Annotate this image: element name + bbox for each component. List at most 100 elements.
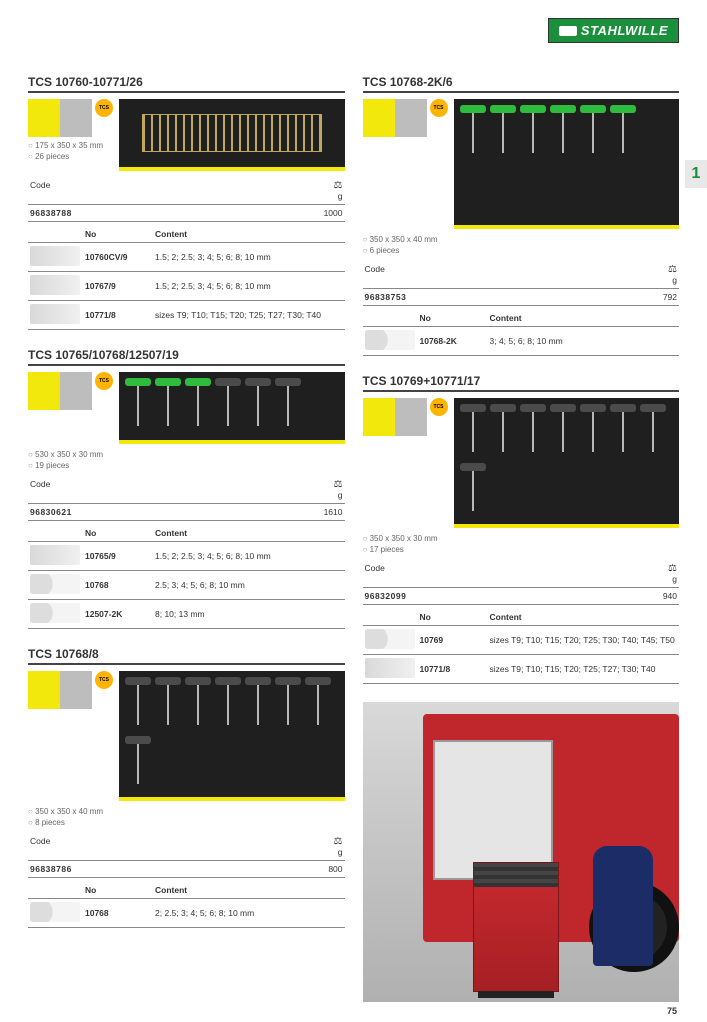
dimensions: 530 x 350 x 30 mm [28, 450, 345, 459]
item-no: 10765/9 [83, 542, 153, 571]
tool-thumb-icon [365, 629, 415, 649]
table-row: 10768-2K 3; 4; 5; 6; 8; 10 mm [363, 327, 680, 356]
item-content: sizes T9; T10; T15; T20; T25; T27; T30; … [153, 301, 345, 330]
product-block: TCS 10760-10771/26 TCS 175 x 350 x 35 mm… [28, 75, 345, 330]
code-value: 96832099 [363, 588, 590, 605]
swatch-yellow [28, 671, 60, 709]
item-no: 10769 [418, 626, 488, 655]
item-content: 2.5; 3; 4; 5; 6; 8; 10 mm [153, 571, 345, 600]
item-no: 10771/8 [418, 655, 488, 684]
tool-thumb-icon [30, 246, 80, 266]
tool-thumb-icon [30, 304, 80, 324]
code-value: 96830621 [28, 504, 239, 521]
th-content: Content [153, 226, 345, 243]
tool-thumb-icon [365, 658, 415, 678]
code-table: Code ⚖g 96838786 800 [28, 833, 345, 878]
item-content: 3; 4; 5; 6; 8; 10 mm [488, 327, 680, 356]
swatch-yellow [363, 398, 395, 436]
th-weight: g [672, 275, 677, 285]
product-title: TCS 10768-2K/6 [363, 75, 680, 93]
weight-value: 940 [589, 588, 679, 605]
content-table: No Content 10765/9 1.5; 2; 2.5; 3; 4; 5;… [28, 525, 345, 629]
tool-thumb-icon [30, 545, 80, 565]
pieces: 6 pieces [363, 246, 680, 255]
table-row: 96838753 792 [363, 289, 680, 306]
th-weight: g [338, 490, 343, 500]
table-row: 10769 sizes T9; T10; T15; T20; T25; T30;… [363, 626, 680, 655]
item-no: 10771/8 [83, 301, 153, 330]
pieces: 8 pieces [28, 818, 345, 827]
section-tab: 1 [685, 160, 707, 188]
code-table: Code ⚖g 96838788 1000 [28, 177, 345, 222]
worker-illustration [593, 846, 653, 966]
th-weight: g [338, 847, 343, 857]
table-row: 10768 2; 2.5; 3; 4; 5; 6; 8; 10 mm [28, 899, 345, 928]
product-title: TCS 10769+10771/17 [363, 374, 680, 392]
table-row: 12507-2K 8; 10; 13 mm [28, 600, 345, 629]
table-row: 96838788 1000 [28, 205, 345, 222]
tool-thumb-icon [30, 574, 80, 594]
dimensions: 350 x 350 x 40 mm [28, 807, 345, 816]
weight-value: 1610 [239, 504, 345, 521]
code-table: Code ⚖g 96832099 940 [363, 560, 680, 605]
product-image [119, 99, 345, 171]
product-block: TCS 10765/10768/12507/19 TCS [28, 348, 345, 629]
tcs-badge-icon: TCS [95, 671, 113, 689]
th-content: Content [153, 882, 345, 899]
item-content: 2; 2.5; 3; 4; 5; 6; 8; 10 mm [153, 899, 345, 928]
th-no: No [83, 525, 153, 542]
item-no: 10760CV/9 [83, 243, 153, 272]
swatch-grey [395, 398, 427, 436]
item-no: 10768 [83, 899, 153, 928]
swatch-row: TCS [28, 671, 113, 709]
pieces: 17 pieces [363, 545, 680, 554]
code-value: 96838788 [28, 205, 239, 222]
table-row: 10771/8 sizes T9; T10; T15; T20; T25; T2… [363, 655, 680, 684]
code-table: Code ⚖g 96830621 1610 [28, 476, 345, 521]
item-content: 1.5; 2; 2.5; 3; 4; 5; 6; 8; 10 mm [153, 243, 345, 272]
swatch-row: TCS [363, 99, 448, 137]
swatch-row: TCS [363, 398, 448, 436]
scale-icon: ⚖ [241, 180, 343, 191]
th-code: Code [363, 560, 590, 588]
swatch-grey [395, 99, 427, 137]
th-weight: g [338, 191, 343, 201]
table-row: 10768 2.5; 3; 4; 5; 6; 8; 10 mm [28, 571, 345, 600]
item-content: 1.5; 2; 2.5; 3; 4; 5; 6; 8; 10 mm [153, 272, 345, 301]
table-row: 96830621 1610 [28, 504, 345, 521]
code-value: 96838786 [28, 861, 255, 878]
weight-value: 800 [255, 861, 345, 878]
content-table: No Content 10769 sizes T9; T10; T15; T20… [363, 609, 680, 684]
brand-logo: STAHLWILLE [548, 18, 679, 43]
swatch-grey [60, 372, 92, 410]
scale-icon: ⚖ [591, 264, 677, 275]
th-code: Code [28, 833, 255, 861]
tcs-badge-icon: TCS [95, 99, 113, 117]
th-code: Code [28, 177, 239, 205]
swatch-yellow [28, 99, 60, 137]
table-row: 10767/9 1.5; 2; 2.5; 3; 4; 5; 6; 8; 10 m… [28, 272, 345, 301]
page-number: 75 [667, 1006, 677, 1016]
tcs-badge-icon: TCS [95, 372, 113, 390]
item-no: 10767/9 [83, 272, 153, 301]
tool-thumb-icon [30, 275, 80, 295]
product-image [454, 398, 680, 528]
item-content: 1.5; 2; 2.5; 3; 4; 5; 6; 8; 10 mm [153, 542, 345, 571]
dimensions: 350 x 350 x 30 mm [363, 534, 680, 543]
swatch-grey [60, 99, 92, 137]
scale-icon: ⚖ [591, 563, 677, 574]
product-title: TCS 10760-10771/26 [28, 75, 345, 93]
table-row: 96832099 940 [363, 588, 680, 605]
item-no: 12507-2K [83, 600, 153, 629]
weight-value: 1000 [239, 205, 345, 222]
th-content: Content [488, 609, 680, 626]
left-column: TCS 10760-10771/26 TCS 175 x 350 x 35 mm… [28, 75, 345, 1002]
item-no: 10768-2K [418, 327, 488, 356]
swatch-yellow [363, 99, 395, 137]
table-row: 96838786 800 [28, 861, 345, 878]
brand-name: STAHLWILLE [581, 23, 668, 38]
item-content: 8; 10; 13 mm [153, 600, 345, 629]
content-table: No Content 10760CV/9 1.5; 2; 2.5; 3; 4; … [28, 226, 345, 330]
lifestyle-photo [363, 702, 680, 1002]
scale-icon: ⚖ [241, 479, 343, 490]
